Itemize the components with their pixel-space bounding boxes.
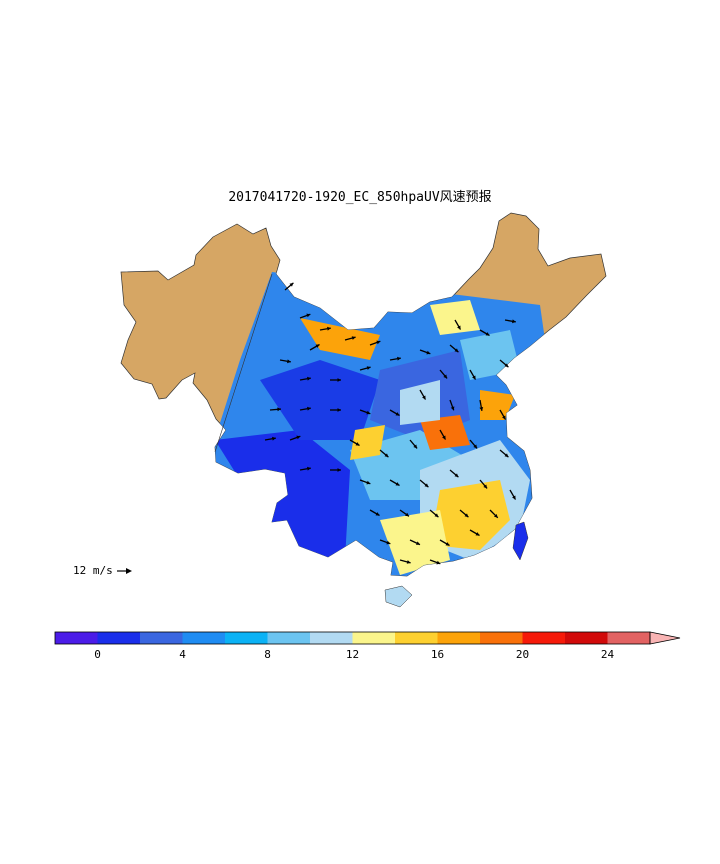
wind-vector-head bbox=[337, 378, 341, 382]
wind-vector-head bbox=[307, 466, 311, 471]
wind-vectors bbox=[264, 282, 517, 565]
wind-vector-head bbox=[395, 482, 400, 486]
wind-vector-head bbox=[307, 406, 311, 411]
colorbar-tick-label: 0 bbox=[94, 648, 101, 661]
colorbar-segment bbox=[395, 632, 438, 644]
colorbar-tick-label: 4 bbox=[179, 648, 186, 661]
wind-vector-head bbox=[512, 319, 516, 324]
wind-vector-head bbox=[395, 412, 400, 416]
wind-vector-head bbox=[473, 444, 478, 449]
colorbar-segment bbox=[55, 632, 98, 644]
wind-vector-head bbox=[351, 336, 356, 340]
wind-vector-head bbox=[315, 344, 320, 348]
wind-vector-head bbox=[355, 442, 360, 446]
wind-vector-head bbox=[397, 356, 401, 361]
colorbar-segment bbox=[352, 632, 396, 644]
colorbar-tick-label: 12 bbox=[346, 648, 359, 661]
wind-vector-head bbox=[384, 453, 389, 458]
wind-vector-head bbox=[434, 513, 439, 518]
wind-vector-head bbox=[366, 480, 371, 485]
wind-vector-head bbox=[376, 340, 381, 345]
wind-vector-head bbox=[415, 541, 420, 545]
colorbar-frame bbox=[54, 631, 651, 645]
wind-vector-head bbox=[502, 415, 506, 420]
colorbar-segment bbox=[565, 632, 608, 644]
wind-vector-head bbox=[493, 513, 498, 518]
wind-vector-head bbox=[457, 325, 461, 330]
hainan-island bbox=[384, 585, 413, 608]
map-title: 2017041720-1920_EC_850hpaUV风速预报 bbox=[228, 190, 492, 205]
wind-vector-head bbox=[504, 363, 509, 368]
taiwan-island bbox=[512, 521, 529, 561]
wind-vector-head bbox=[504, 453, 509, 458]
colorbar-tick-label: 20 bbox=[516, 648, 529, 661]
wind-vector-head bbox=[422, 395, 426, 400]
colorbar-segment bbox=[480, 632, 523, 644]
wind-vector-head bbox=[405, 512, 410, 517]
wind-vector-head bbox=[424, 483, 429, 488]
reference-vector-arrow bbox=[117, 568, 132, 574]
wind-vector-head bbox=[479, 407, 484, 411]
wind-vector-head bbox=[426, 350, 431, 355]
colorbar-tick-label: 16 bbox=[431, 648, 444, 661]
wind-vector-head bbox=[454, 348, 459, 353]
wind-vector-head bbox=[272, 436, 276, 441]
wind-vector-head bbox=[306, 313, 311, 318]
wind-vector-head bbox=[472, 375, 476, 380]
colorbar-segment bbox=[97, 632, 141, 644]
wind-vector-head bbox=[337, 468, 341, 472]
colorbar-tick-label: 24 bbox=[601, 648, 615, 661]
wind-vector-head bbox=[454, 473, 459, 478]
reference-vector-label: 12 m/s bbox=[73, 564, 113, 577]
wind-vector-head bbox=[443, 374, 448, 379]
colorbar-segment bbox=[225, 632, 268, 644]
wind-vector-head bbox=[307, 376, 311, 381]
wind-vector-head bbox=[337, 408, 341, 412]
wind-vector-head bbox=[366, 366, 371, 370]
wind-vector-head bbox=[413, 444, 418, 449]
wind-vector-head bbox=[289, 282, 294, 287]
colorbar-segment bbox=[522, 632, 566, 644]
wind-vector-head bbox=[485, 332, 490, 336]
wind-vector-head bbox=[327, 326, 331, 331]
wind-vector-head bbox=[436, 560, 441, 565]
wind-vector-head bbox=[445, 542, 450, 546]
wind-vector-head bbox=[375, 512, 380, 516]
wind-speed-field bbox=[200, 272, 545, 576]
wind-vector-head bbox=[450, 406, 455, 411]
colorbar-segment bbox=[607, 632, 651, 644]
colorbar-segment bbox=[437, 632, 481, 644]
colorbar-segment bbox=[267, 632, 311, 644]
wind-vector-head bbox=[483, 484, 488, 489]
colorbar-extend-triangle bbox=[649, 631, 681, 645]
wind-vector-head bbox=[464, 513, 469, 518]
wind-vector-head bbox=[475, 532, 480, 536]
wind-vector-head bbox=[277, 407, 281, 412]
colorbar-tick-label: 8 bbox=[264, 648, 271, 661]
wind-vector-head bbox=[366, 410, 371, 415]
colorbar-segment bbox=[310, 632, 353, 644]
wind-vector-head bbox=[386, 540, 391, 545]
colorbar-segment bbox=[182, 632, 226, 644]
wind-vector-head bbox=[442, 435, 446, 440]
wind-vector-head bbox=[406, 560, 411, 564]
wind-vector-head bbox=[296, 435, 301, 440]
domain-boundary bbox=[214, 273, 273, 453]
wind-vector-head bbox=[287, 359, 291, 364]
wind-vector-head bbox=[512, 495, 516, 500]
colorbar-segment bbox=[140, 632, 183, 644]
